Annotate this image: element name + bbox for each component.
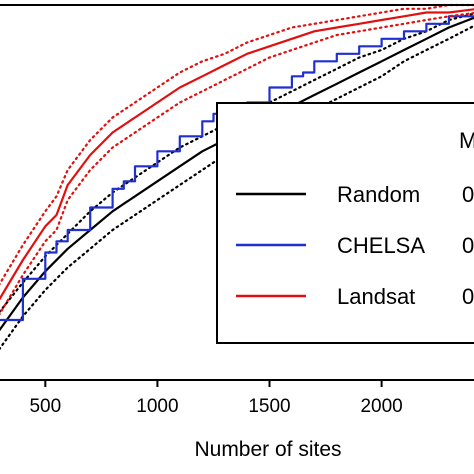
x-tick-label: 1500 — [248, 396, 290, 417]
legend-title: M — [459, 128, 474, 153]
legend-label-landsat: Landsat — [337, 284, 415, 309]
x-axis-ticks: 500 1000 1500 2000 — [29, 380, 403, 417]
series-line-landsat-lower — [0, 11, 474, 316]
x-tick-label: 500 — [29, 396, 61, 417]
x-tick-label: 1000 — [136, 396, 178, 417]
legend: M Random 0 CHELSA 0 Landsat 0 — [216, 102, 474, 344]
legend-box — [216, 102, 474, 344]
legend-label-random: Random — [337, 182, 420, 207]
legend-value-chelsa: 0 — [462, 233, 474, 258]
legend-label-chelsa: CHELSA — [337, 233, 425, 258]
x-axis-title: Number of sites — [194, 438, 341, 461]
x-tick-label: 2000 — [360, 396, 402, 417]
plot-frame — [0, 4, 474, 381]
legend-value-landsat: 0 — [462, 284, 474, 309]
series-line-landsat — [0, 8, 474, 301]
legend-value-random: 0 — [462, 182, 474, 207]
